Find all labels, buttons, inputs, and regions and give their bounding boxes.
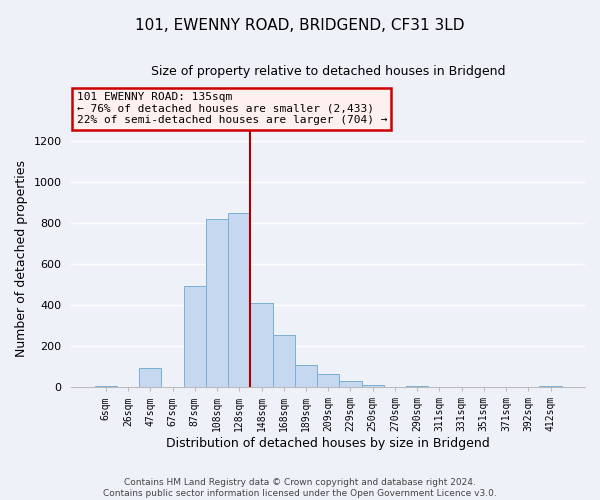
X-axis label: Distribution of detached houses by size in Bridgend: Distribution of detached houses by size … (166, 437, 490, 450)
Text: 101, EWENNY ROAD, BRIDGEND, CF31 3LD: 101, EWENNY ROAD, BRIDGEND, CF31 3LD (135, 18, 465, 32)
Bar (272, 335, 295, 387)
Bar (406, 386, 428, 387)
Bar (139, 368, 161, 387)
Bar (340, 381, 362, 387)
Y-axis label: Number of detached properties: Number of detached properties (15, 160, 28, 358)
Bar (295, 364, 317, 387)
Bar (539, 386, 562, 387)
Bar (317, 374, 340, 387)
Bar (362, 384, 384, 387)
Bar (95, 386, 117, 387)
Text: 101 EWENNY ROAD: 135sqm
← 76% of detached houses are smaller (2,433)
22% of semi: 101 EWENNY ROAD: 135sqm ← 76% of detache… (77, 92, 387, 126)
Text: Contains HM Land Registry data © Crown copyright and database right 2024.
Contai: Contains HM Land Registry data © Crown c… (103, 478, 497, 498)
Bar (184, 286, 206, 387)
Bar (206, 219, 228, 387)
Bar (228, 212, 250, 387)
Bar (250, 304, 272, 387)
Title: Size of property relative to detached houses in Bridgend: Size of property relative to detached ho… (151, 65, 505, 78)
